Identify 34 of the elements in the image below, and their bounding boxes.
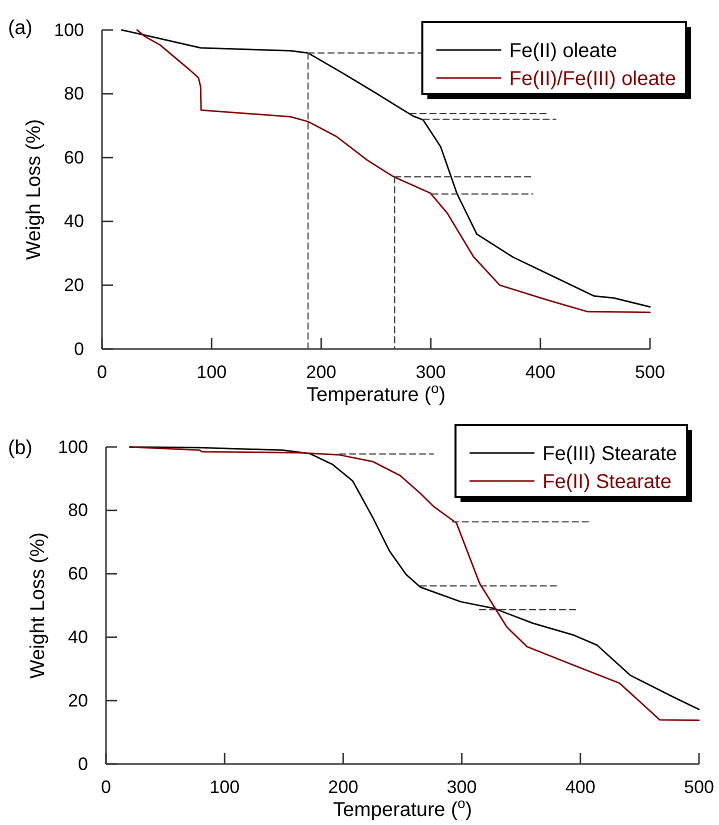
legend-label: Fe(II) oleate (509, 40, 618, 62)
y-tick-label: 80 (64, 84, 84, 104)
y-tick-label: 100 (54, 20, 84, 40)
chart-title: (a) (8, 17, 32, 39)
x-tick-label: 0 (96, 362, 108, 382)
y-tick-label: 60 (68, 564, 88, 584)
legend-label: Fe(III) Stearate (542, 443, 677, 465)
y-tick-label: 20 (64, 274, 84, 295)
y-axis-title: Weight Loss (%) (27, 532, 49, 679)
y-tick-label: 20 (68, 690, 88, 710)
legend-label: Fe(II)/Fe(III) oleate (509, 68, 676, 90)
x-tick-label: 300 (416, 362, 446, 382)
y-tick-label: 0 (78, 754, 88, 774)
x-axis-title: Temperature ($^{o}$) (333, 795, 472, 821)
x-tick-label: 400 (525, 362, 556, 382)
x-tick-label: 100 (210, 776, 240, 797)
chart-title: (b) (8, 437, 32, 459)
x-tick-label: 200 (306, 362, 336, 382)
legend-label: Fe(II) Stearate (542, 471, 672, 493)
x-tick-label: 500 (634, 362, 666, 382)
x-tick-label: 300 (446, 776, 477, 797)
x-axis-title: Temperature ($^{o}$) (306, 380, 446, 406)
y-tick-label: 0 (74, 338, 84, 359)
y-tick-label: 100 (58, 436, 88, 457)
x-tick-label: 0 (100, 776, 112, 797)
y-tick-label: 60 (64, 147, 84, 168)
x-tick-label: 500 (684, 776, 714, 797)
y-tick-label: 80 (68, 500, 88, 520)
y-tick-label: 40 (68, 626, 88, 647)
x-tick-label: 400 (565, 776, 596, 797)
x-tick-label: 200 (328, 776, 358, 797)
y-tick-label: 40 (64, 211, 84, 232)
y-axis-title: Weigh Loss (%) (23, 119, 45, 260)
x-tick-label: 100 (196, 362, 227, 382)
